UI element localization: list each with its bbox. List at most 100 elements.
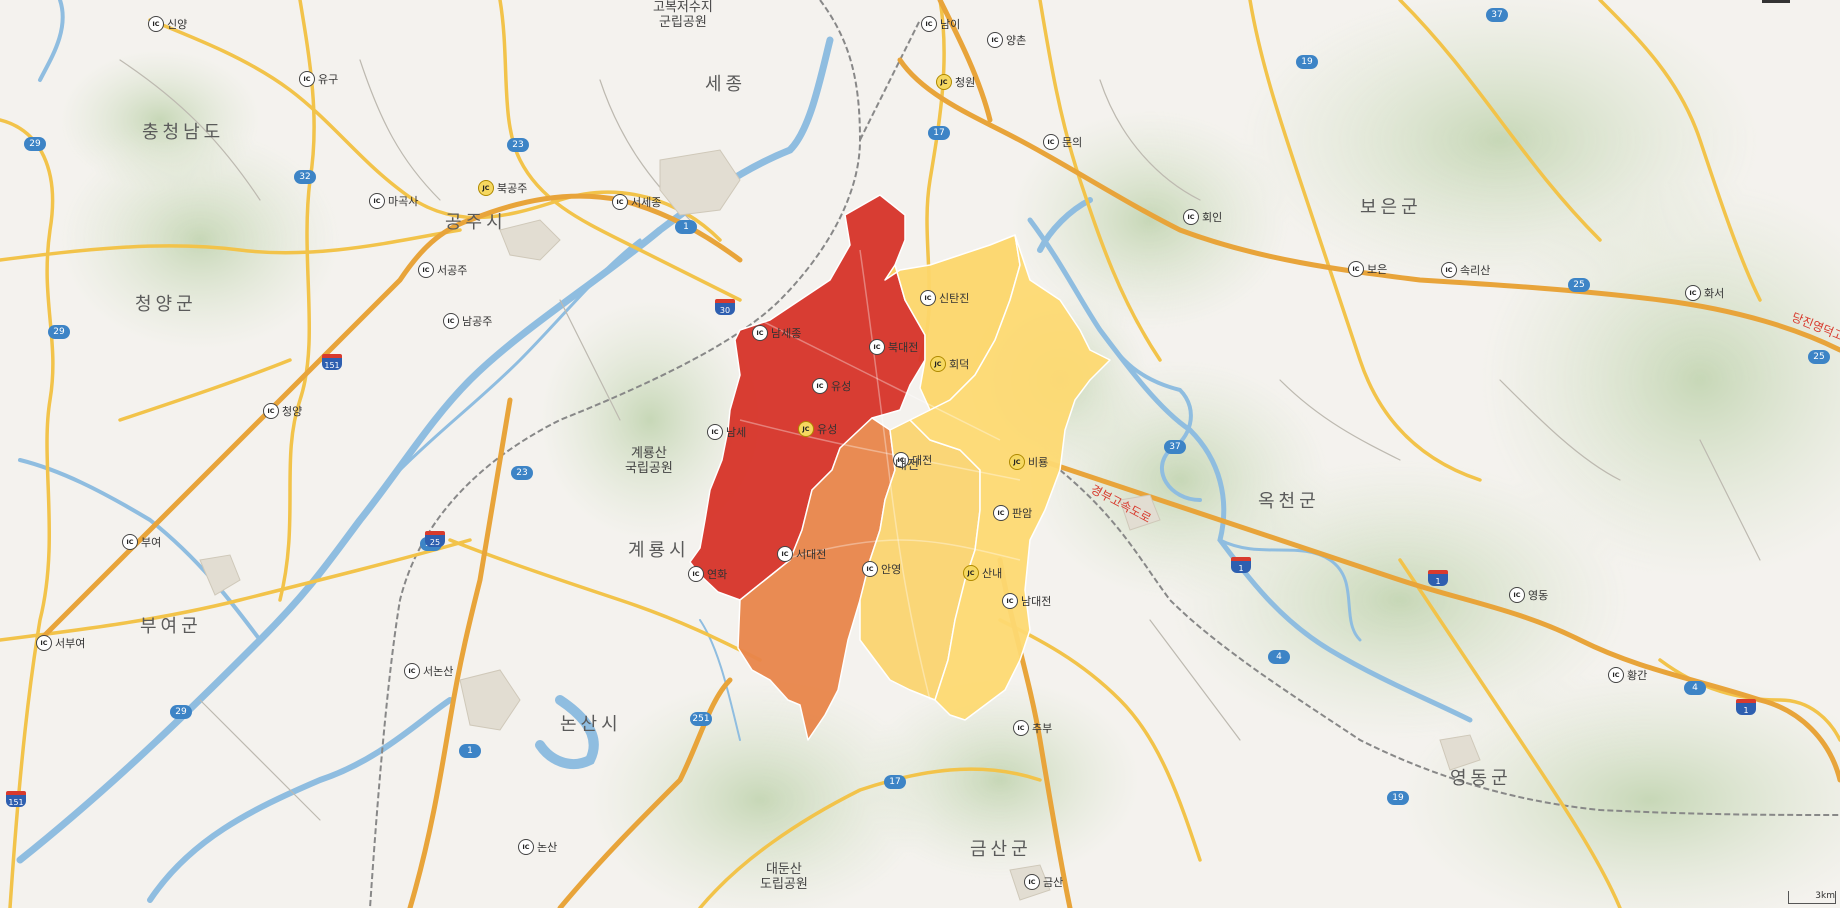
park-label: 대둔산 도립공원: [760, 862, 808, 892]
interchange-label: 남세: [726, 426, 747, 439]
interchange-icon: IC: [36, 635, 52, 651]
route-shield: 25: [1808, 350, 1830, 364]
rivers: [16, 0, 1473, 903]
interchange-jc[interactable]: JC 회덕: [930, 356, 969, 372]
interchange-label: 회인: [1202, 211, 1223, 224]
region-label: 부여군: [140, 616, 202, 637]
interchange-jc[interactable]: JC 산내: [963, 565, 1002, 581]
route-shield: 17: [884, 775, 906, 789]
interchange-ic[interactable]: IC 서세종: [612, 194, 661, 210]
interchange-ic[interactable]: IC 추부: [1013, 720, 1052, 736]
route-shield: 29: [48, 325, 70, 339]
route-shield: 19: [1296, 55, 1318, 69]
interchange-label: 논산: [537, 841, 558, 854]
interchange-jc[interactable]: JC 청원: [936, 74, 975, 90]
interchange-icon: IC: [862, 561, 878, 577]
interchange-ic[interactable]: IC 마곡사: [369, 193, 418, 209]
highway-shield: 1: [1736, 699, 1756, 715]
interchange-label: 서부여: [55, 637, 86, 650]
highway-shield: 30: [715, 299, 735, 315]
route-shield: 37: [1486, 8, 1508, 22]
interchange-ic[interactable]: IC 서논산: [404, 663, 453, 679]
interchange-ic[interactable]: IC 대전: [893, 452, 932, 468]
interchange-icon: IC: [993, 505, 1009, 521]
interchange-label: 신양: [167, 18, 188, 31]
interchange-label: 신탄진: [939, 292, 970, 305]
highway-shield: 151: [322, 354, 342, 370]
interchange-icon: IC: [1441, 262, 1457, 278]
interchange-ic[interactable]: IC 영동: [1509, 587, 1548, 603]
region-label: 공주시: [445, 212, 507, 233]
interchange-label: 양촌: [1006, 34, 1027, 47]
route-shield: 29: [170, 705, 192, 719]
interchange-ic[interactable]: IC 안영: [862, 561, 901, 577]
interchange-icon: JC: [936, 74, 952, 90]
interchange-ic[interactable]: IC 서공주: [418, 262, 467, 278]
corner-handle[interactable]: [1762, 0, 1790, 3]
interchange-ic[interactable]: IC 유구: [299, 71, 338, 87]
interchange-ic[interactable]: IC 보은: [1348, 261, 1387, 277]
district-dong[interactable]: [909, 234, 1111, 721]
interchange-ic[interactable]: IC 청양: [263, 403, 302, 419]
city-label: 대전: [895, 458, 919, 473]
interchange-ic[interactable]: IC 논산: [518, 839, 557, 855]
interchange-ic[interactable]: IC 유성: [812, 378, 851, 394]
interchange-label: 유성: [817, 423, 838, 436]
interchange-ic[interactable]: IC 남대전: [1002, 593, 1051, 609]
region-label: 논산시: [560, 714, 622, 735]
interchange-ic[interactable]: IC 속리산: [1441, 262, 1490, 278]
interchange-ic[interactable]: IC 회인: [1183, 209, 1222, 225]
route-shield: 4: [1268, 650, 1290, 664]
interchange-label: 서논산: [423, 665, 454, 678]
park-label: 고복저수지 군립공원: [653, 0, 713, 30]
interchange-ic[interactable]: IC 부여: [122, 534, 161, 550]
interchange-label: 문의: [1062, 136, 1083, 149]
interchange-icon: IC: [122, 534, 138, 550]
interchange-ic[interactable]: IC 문의: [1043, 134, 1082, 150]
interchange-ic[interactable]: IC 남세: [707, 424, 746, 440]
interchange-ic[interactable]: IC 신양: [148, 16, 187, 32]
interchange-ic[interactable]: IC 남이: [921, 16, 960, 32]
interchange-ic[interactable]: IC 연화: [688, 566, 727, 582]
railways: [369, 0, 1840, 908]
interchange-ic[interactable]: IC 판암: [993, 505, 1032, 521]
interchange-label: 연화: [707, 568, 728, 581]
interchange-label: 부여: [141, 536, 162, 549]
scale-bar: 3km: [1788, 891, 1836, 904]
interchange-icon: IC: [920, 290, 936, 306]
interchange-icon: IC: [1509, 587, 1525, 603]
route-shield: 23: [511, 466, 533, 480]
region-label: 보은군: [1360, 197, 1422, 218]
interchange-label: 북공주: [497, 182, 528, 195]
interchange-ic[interactable]: IC 북대전: [869, 339, 918, 355]
route-shield: 251: [690, 712, 712, 726]
interchange-jc[interactable]: JC 유성: [798, 421, 837, 437]
route-shield: 23: [507, 138, 529, 152]
route-shield: 1: [675, 220, 697, 234]
interchange-ic[interactable]: IC 서대전: [777, 546, 826, 562]
region-label: 영동군: [1450, 768, 1512, 789]
interchange-icon: IC: [893, 452, 909, 468]
route-shield: 19: [1387, 791, 1409, 805]
interchange-label: 북대전: [888, 341, 919, 354]
interchange-icon: JC: [930, 356, 946, 372]
interchange-ic[interactable]: IC 신탄진: [920, 290, 969, 306]
interchange-jc[interactable]: JC 비룡: [1009, 454, 1048, 470]
city-roads: [739, 249, 1021, 701]
interchange-ic[interactable]: IC 황간: [1608, 667, 1647, 683]
interchange-icon: IC: [263, 403, 279, 419]
interchange-ic[interactable]: IC 화서: [1685, 285, 1724, 301]
interchange-ic[interactable]: IC 양촌: [987, 32, 1026, 48]
interchange-ic[interactable]: IC 서부여: [36, 635, 85, 651]
interchange-icon: IC: [299, 71, 315, 87]
interchange-ic[interactable]: IC 남공주: [443, 313, 492, 329]
urban-areas: [199, 149, 1481, 901]
interchange-ic[interactable]: IC 금산: [1024, 874, 1063, 890]
interchange-ic[interactable]: IC 남세종: [752, 325, 801, 341]
interchange-icon: IC: [1183, 209, 1199, 225]
interchange-jc[interactable]: JC 북공주: [478, 180, 527, 196]
interchange-icon: IC: [707, 424, 723, 440]
interchange-icon: IC: [1002, 593, 1018, 609]
interchange-label: 추부: [1032, 722, 1053, 735]
